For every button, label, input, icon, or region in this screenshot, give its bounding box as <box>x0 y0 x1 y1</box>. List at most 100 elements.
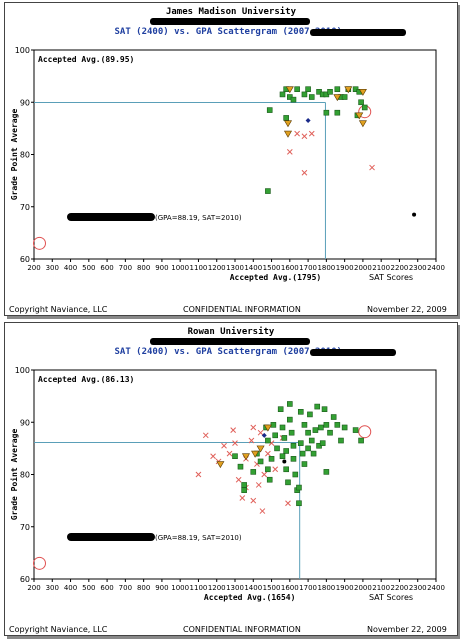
x-tick-label: 1100 <box>190 264 208 272</box>
accepted-point <box>318 424 324 431</box>
accepted-point <box>283 115 289 121</box>
denied-point <box>294 130 300 137</box>
x-tick-label: 1300 <box>226 264 244 272</box>
x-tick-label: 900 <box>155 264 168 272</box>
accepted-point <box>330 414 337 420</box>
denied-point-stroke <box>248 437 255 444</box>
accepted-point <box>241 487 247 493</box>
accepted-point <box>308 94 315 100</box>
accepted-point <box>290 96 297 103</box>
accepted-point <box>301 91 308 98</box>
accepted-point <box>279 91 286 98</box>
student-marker <box>32 236 46 250</box>
waitlisted-point <box>216 461 225 469</box>
accepted-point <box>257 458 264 465</box>
x-tick-label: 300 <box>46 264 59 272</box>
denied-point <box>202 432 209 439</box>
denied-point <box>250 497 257 504</box>
accepted-point <box>250 469 257 475</box>
copyright-text: Copyright Naviance, LLC <box>9 305 108 314</box>
accepted-point <box>312 427 319 433</box>
denied-point <box>301 169 308 176</box>
enrolled-point <box>412 212 417 217</box>
y-tick-label: 100 <box>15 46 30 55</box>
waitlisted-point <box>283 120 293 128</box>
accepted-avg-sat-label: Accepted Avg.(1654) <box>204 593 296 602</box>
accepted-point <box>265 437 271 444</box>
accepted-avg-gpa-label: Accepted Avg.(86.13) <box>38 375 134 384</box>
x-tick-label: 1800 <box>317 264 335 272</box>
denied-point <box>232 440 238 447</box>
denied-point <box>259 508 266 514</box>
student-legend-text: (GPA=88.19, SAT=2010) <box>155 534 242 542</box>
denied-point-stroke <box>257 429 264 436</box>
accepted-point <box>285 479 291 486</box>
x-tick-label: 2300 <box>409 584 427 592</box>
accepted-point <box>265 466 271 473</box>
y-tick-label: 60 <box>20 255 30 264</box>
x-tick-label: 1200 <box>208 584 226 592</box>
chart-subtitle: SAT (2400) vs. GPA Scattergram (2007-201… <box>114 347 348 357</box>
accepted-point <box>268 456 275 462</box>
denied-point-stroke <box>259 508 266 514</box>
denied-point <box>239 495 246 501</box>
waitlisted-point <box>358 120 367 128</box>
denied-point <box>272 466 279 473</box>
accepted-point <box>274 445 280 452</box>
denied-point <box>195 471 202 478</box>
accepted-point <box>279 453 286 460</box>
x-tick-label: 1800 <box>317 584 335 592</box>
redaction-bar <box>150 18 310 25</box>
accepted-point <box>266 107 273 113</box>
x-tick-label: 800 <box>137 584 150 592</box>
accepted-point <box>341 94 348 100</box>
accepted-point <box>241 482 247 488</box>
x-tick-label: 500 <box>82 584 95 592</box>
accepted-point <box>334 109 341 116</box>
enrolled-point <box>305 118 311 124</box>
x-tick-label: 2100 <box>372 584 390 592</box>
x-tick-label: 1400 <box>244 584 262 592</box>
x-tick-label: 2300 <box>409 264 427 272</box>
accepted-point <box>296 500 302 507</box>
student-marker <box>358 425 372 439</box>
accepted-point <box>290 456 297 462</box>
x-tick-label: 1600 <box>281 584 299 592</box>
accepted-point <box>305 445 311 452</box>
waitlisted-point <box>358 89 367 96</box>
denied-point-stroke <box>294 130 300 137</box>
copyright-text: Copyright Naviance, LLC <box>9 625 108 634</box>
accepted-point <box>287 416 293 423</box>
y-tick-label: 90 <box>20 98 30 107</box>
denied-point-stroke <box>195 471 202 478</box>
plot-area <box>33 49 437 260</box>
waitlisted-point <box>263 424 272 432</box>
accepted-point <box>361 104 368 111</box>
plot-area <box>33 369 437 580</box>
redaction-bar <box>150 338 310 345</box>
chart-panel-rowan: Rowan University SAT (2400) vs. GPA Scat… <box>4 322 458 636</box>
x-tick-label: 600 <box>100 264 113 272</box>
denied-point <box>286 149 293 155</box>
accepted-point <box>281 435 288 441</box>
accepted-point <box>323 469 330 475</box>
accepted-point <box>334 422 341 428</box>
redaction-bar <box>67 533 155 541</box>
accepted-point <box>301 461 308 467</box>
denied-point <box>301 133 308 140</box>
accepted-point <box>327 429 333 436</box>
denied-point-stroke <box>272 466 279 473</box>
accepted-point <box>323 422 330 428</box>
accepted-point <box>321 406 328 412</box>
accepted-point <box>292 471 299 478</box>
accepted-point <box>272 432 279 439</box>
waitlisted-point <box>285 86 294 94</box>
waitlisted-point <box>251 450 260 458</box>
accepted-point <box>288 429 295 436</box>
accepted-point <box>232 453 238 460</box>
x-tick-label: 2200 <box>391 264 409 272</box>
denied-point-stroke <box>285 500 291 507</box>
chart-title: Rowan University <box>187 327 275 337</box>
denied-point-stroke <box>268 440 275 447</box>
waitlisted-point <box>355 112 364 120</box>
